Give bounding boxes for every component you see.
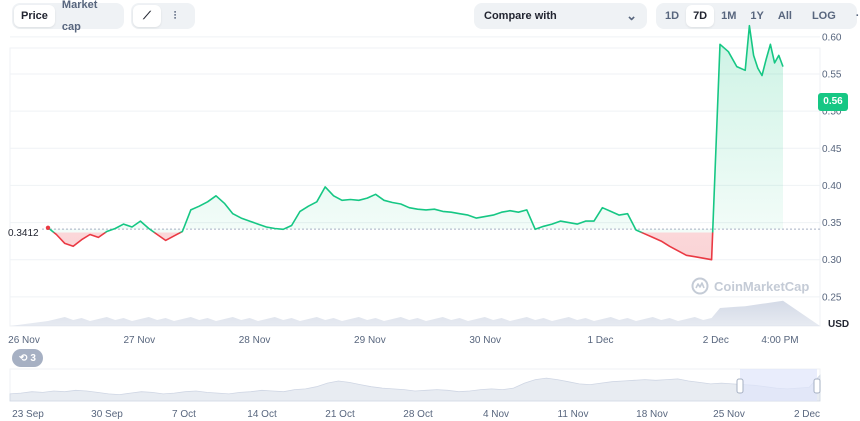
x-tick-label: 30 Nov — [469, 335, 501, 346]
candlestick-icon[interactable]: ⫶ — [173, 10, 177, 22]
x-tick-label: 28 Nov — [239, 335, 271, 346]
range-1m[interactable]: 1M — [721, 10, 737, 22]
x-tick-label: 29 Nov — [354, 335, 386, 346]
range-navigator[interactable] — [9, 368, 821, 402]
navigator-tick-label: 14 Oct — [247, 409, 277, 420]
series-line-up — [47, 24, 784, 233]
chart-style-group: ⟋ ⫶ — [131, 3, 195, 29]
navigator-handle-left[interactable] — [736, 378, 744, 394]
series-start-point — [45, 225, 51, 230]
y-tick-label: 0.30 — [822, 255, 842, 266]
area-above-reference — [48, 25, 783, 233]
range-tab-group: 1D 7D 1M 1Y All LOG ··· — [656, 3, 860, 29]
range-7d[interactable]: 7D — [686, 5, 715, 27]
navigator-tick-label: 25 Nov — [713, 409, 745, 420]
range-1y[interactable]: 1Y — [750, 10, 764, 22]
price-fills — [48, 25, 783, 260]
series-line-down — [52, 232, 714, 261]
navigator-tick-label: 23 Sep — [12, 409, 44, 420]
currency-label: USD — [828, 319, 850, 330]
navigator-tick-label: 2 Dec — [794, 409, 820, 420]
navigator-selection — [740, 369, 817, 401]
navigator-tick-label: 30 Sep — [91, 409, 123, 420]
y-axis: 0.25 0.30 0.35 0.40 0.45 0.50 0.55 0.60 — [822, 32, 842, 303]
events-count: 3 — [30, 352, 36, 364]
navigator-area — [9, 374, 821, 402]
metric-tab-group: Price Market cap — [12, 0, 124, 33]
volume-path — [10, 300, 820, 326]
volume-area — [10, 300, 820, 326]
chart-toolbar: Price Market cap ⟋ ⫶ Compare with ⌄ 1D 7… — [0, 0, 860, 34]
y-tick-label: 0.55 — [822, 70, 842, 81]
y-tick-label: 0.25 — [822, 292, 842, 303]
chevron-down-icon: ⌄ — [626, 8, 637, 23]
watermark-text: CoinMarketCap — [714, 278, 810, 294]
x-tick-label: 27 Nov — [123, 335, 155, 346]
log-scale-toggle[interactable]: LOG — [811, 10, 836, 22]
y-tick-label: 0.45 — [822, 144, 842, 155]
current-price-badge: 0.56 — [818, 93, 848, 111]
navigator-tick-label: 4 Nov — [483, 409, 509, 420]
range-1d[interactable]: 1D — [665, 10, 680, 22]
range-all[interactable]: All — [777, 10, 792, 22]
y-tick-label: 0.60 — [822, 32, 842, 43]
watermark: CoinMarketCap — [691, 277, 809, 295]
navigator-handle-right[interactable] — [813, 378, 821, 394]
gridlines — [10, 36, 820, 298]
x-tick-label: 2 Dec — [703, 335, 729, 346]
history-icon: ⟲ — [19, 352, 28, 364]
compare-with-dropdown[interactable]: Compare with ⌄ — [474, 3, 647, 29]
y-tick-label: 0.35 — [822, 218, 842, 229]
navigator-tick-label: 18 Nov — [636, 409, 668, 420]
x-tick-label: 4:00 PM — [761, 335, 798, 346]
y-tick-label: 0.40 — [822, 181, 842, 192]
coinmarketcap-logo-icon — [691, 277, 709, 295]
price-line — [45, 24, 784, 261]
navigator-tick-label: 21 Oct — [325, 409, 355, 420]
navigator-tick-label: 28 Oct — [403, 409, 433, 420]
x-axis: 26 Nov 27 Nov 28 Nov 29 Nov 30 Nov 1 Dec 2 Dec… — [8, 335, 798, 346]
more-icon[interactable]: ··· — [855, 10, 860, 22]
events-badge[interactable]: ⟲ 3 — [12, 349, 43, 367]
reference-price-label: 0.3412 — [6, 228, 41, 239]
x-tick-label: 26 Nov — [8, 335, 40, 346]
tab-price[interactable]: Price — [14, 5, 55, 27]
navigator-tick-label: 7 Oct — [172, 409, 196, 420]
navigator-tick-label: 11 Nov — [558, 409, 589, 420]
navigator-x-axis: 23 Sep 30 Sep 7 Oct 14 Oct 21 Oct 28 Oct 4 Nov… — [12, 409, 820, 420]
line-chart-icon[interactable]: ⟋ — [133, 5, 161, 27]
y-tick-label: 0.50 — [822, 107, 842, 118]
compare-with-label: Compare with — [484, 10, 557, 22]
x-tick-label: 1 Dec — [587, 335, 613, 346]
